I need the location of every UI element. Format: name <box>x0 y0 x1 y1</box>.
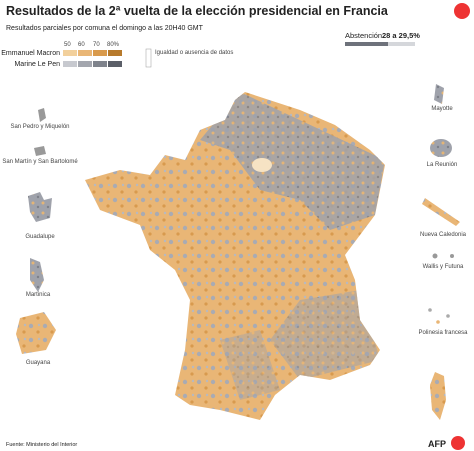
abstention-label: Abstención <box>345 31 382 40</box>
title: Resultados de la 2ª vuelta de la elecció… <box>6 4 389 18</box>
legend: 50 60 70 80% Emmanuel Macron Marine Le P… <box>1 31 420 68</box>
logo-badge <box>451 436 465 450</box>
island <box>446 314 450 318</box>
scale-label: 60 <box>78 42 85 48</box>
island <box>30 258 44 292</box>
territory-label: Guayana <box>26 360 51 366</box>
territory-label: Guadalupe <box>25 234 55 240</box>
abstention-fill <box>345 42 388 46</box>
footer-logo: AFP <box>428 439 446 449</box>
scale-label: 50 <box>64 42 71 48</box>
source: Fuente: Ministerio del Interior <box>6 442 77 448</box>
overseas: San Pedro y Miquelón San Martín y San Ba… <box>2 84 468 366</box>
swatch <box>93 50 107 56</box>
abstention-value: 28 a 29,5% <box>382 31 420 40</box>
swatch <box>63 61 77 67</box>
swatch <box>108 50 122 56</box>
island <box>432 253 438 259</box>
swatch <box>108 61 122 67</box>
territory-label: Nueva Caledonia <box>420 232 467 238</box>
territory-label: Martinica <box>26 292 51 298</box>
france-map <box>85 92 385 420</box>
candidate-label: Emmanuel Macron <box>1 50 60 57</box>
territory-label: San Martín y San Bartolomé <box>2 159 78 165</box>
island <box>436 320 440 324</box>
island <box>434 84 444 104</box>
candidate-label: Marine Le Pen <box>14 61 60 68</box>
no-data-label: Igualdad o ausencia de datos <box>155 50 233 56</box>
island <box>16 312 56 354</box>
corsica <box>430 372 446 420</box>
swatch <box>78 61 92 67</box>
island <box>450 254 454 258</box>
swatch <box>93 61 107 67</box>
swatch <box>63 50 77 56</box>
island <box>38 108 46 122</box>
communes-grey <box>220 330 280 400</box>
territory-label: La Reunión <box>427 162 458 168</box>
swatch <box>145 48 152 68</box>
island <box>428 308 432 312</box>
scale-label: 80% <box>107 42 120 48</box>
island <box>430 139 452 157</box>
swatch <box>78 50 92 56</box>
island <box>34 146 46 156</box>
communes-grey <box>200 92 385 230</box>
island <box>422 198 460 226</box>
paris <box>252 158 272 172</box>
logo-badge <box>454 3 470 19</box>
scale-label: 70 <box>93 42 100 48</box>
communes-grey <box>270 290 380 380</box>
territory-label: Polinesia francesa <box>418 330 468 336</box>
territory-label: Wallis y Futuna <box>423 264 464 270</box>
island <box>28 192 52 222</box>
subtitle: Resultados parciales por comuna el domin… <box>6 25 204 32</box>
territory-label: Mayotte <box>431 106 453 112</box>
territory-label: San Pedro y Miquelón <box>10 124 69 130</box>
